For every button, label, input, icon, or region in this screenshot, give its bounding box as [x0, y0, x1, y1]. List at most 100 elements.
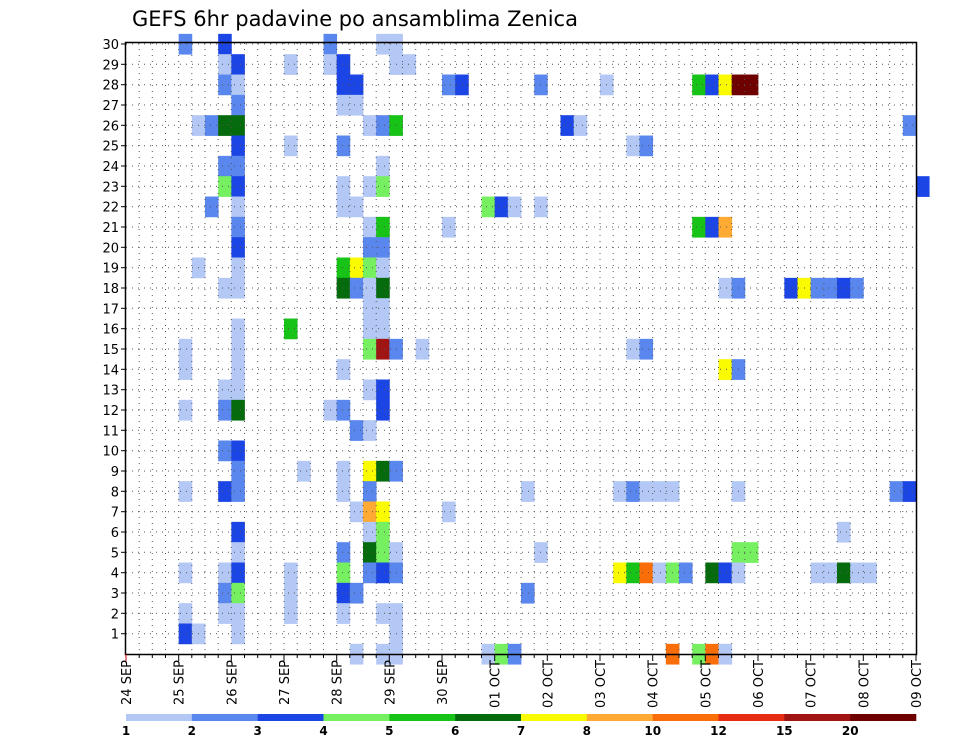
- heatmap-cell: [218, 582, 232, 604]
- heatmap-cell: [376, 460, 390, 482]
- heatmap-cell: [231, 623, 245, 645]
- heatmap-cell: [231, 542, 245, 563]
- y-tick-label: 17: [102, 302, 119, 317]
- legend-swatch: [718, 714, 785, 721]
- heatmap-cell: [376, 277, 390, 299]
- heatmap-cell: [850, 277, 864, 299]
- heatmap-cell: [336, 542, 351, 563]
- heatmap-cell: [363, 257, 377, 279]
- heatmap-cell: [363, 237, 377, 258]
- heatmap-cell: [810, 562, 825, 584]
- x-tick-label: 09 OCT: [910, 660, 925, 708]
- heatmap-cell: [652, 481, 667, 502]
- heatmap-cell: [507, 196, 522, 218]
- heatmap-cell: [376, 542, 390, 563]
- heatmap-cell: [231, 359, 245, 380]
- heatmap-cell: [626, 481, 640, 502]
- heatmap-cell: [850, 562, 864, 584]
- heatmap-cell: [178, 33, 193, 55]
- y-axis: 1234567891011121314151617181920212223242…: [102, 38, 126, 643]
- heatmap-cell: [231, 176, 245, 197]
- x-tick-label: 05 OCT: [699, 660, 714, 708]
- heatmap-cell: [902, 481, 917, 502]
- heatmap-cell: [705, 216, 719, 238]
- x-tick-label: 01 OCT: [489, 660, 504, 708]
- heatmap-cell: [376, 501, 390, 523]
- heatmap-cell: [336, 94, 351, 116]
- heatmap-cell: [916, 176, 930, 197]
- heatmap-cell: [481, 196, 496, 218]
- legend-label: 1: [122, 724, 130, 738]
- legend-label: 8: [583, 724, 591, 738]
- legend-swatch: [521, 714, 588, 721]
- heatmap-cell: [376, 115, 390, 136]
- heatmap-cell: [718, 562, 733, 584]
- heatmap-cell: [218, 33, 232, 55]
- heatmap-cell: [231, 277, 245, 299]
- legend-label: 15: [776, 724, 793, 738]
- x-tick-label: 25 SEP: [173, 660, 188, 705]
- heatmap-cell: [349, 94, 364, 116]
- heatmap-cell: [376, 237, 390, 258]
- x-tick-label: 08 OCT: [857, 660, 872, 708]
- y-tick-label: 7: [111, 506, 119, 521]
- heatmap-cell: [336, 196, 351, 218]
- legend-label: 2: [188, 724, 196, 738]
- heatmap-cell: [284, 603, 298, 624]
- heatmap-cell: [284, 318, 298, 340]
- legend-label: 10: [644, 724, 661, 738]
- legend-swatch: [323, 714, 390, 721]
- heatmap-cell: [336, 481, 351, 502]
- heatmap-cell: [626, 562, 640, 584]
- heatmap-cell: [336, 277, 351, 299]
- y-tick-label: 4: [111, 567, 119, 582]
- heatmap-cell: [231, 115, 245, 136]
- y-tick-label: 15: [102, 343, 119, 358]
- heatmap-cell: [573, 115, 588, 136]
- heatmap-cell: [626, 135, 640, 157]
- heatmap-cell: [415, 338, 430, 360]
- heatmap-cell: [639, 481, 654, 502]
- heatmap-cell: [336, 74, 351, 96]
- legend-swatch: [257, 714, 324, 721]
- heatmap-cell: [718, 74, 733, 96]
- heatmap-cell: [718, 277, 733, 299]
- y-tick-label: 12: [102, 404, 119, 419]
- heatmap-cell: [744, 542, 759, 563]
- heatmap-cell: [376, 562, 390, 584]
- y-tick-label: 16: [102, 323, 119, 338]
- y-tick-label: 11: [102, 424, 119, 439]
- heatmap-cells: [178, 33, 930, 665]
- heatmap-cell: [218, 74, 232, 96]
- heatmap-cell: [363, 216, 377, 238]
- heatmap-cell: [231, 399, 245, 421]
- heatmap-cell: [336, 399, 351, 421]
- legend-label: 3: [254, 724, 262, 738]
- heatmap-cell: [639, 562, 654, 584]
- heatmap-cell: [363, 521, 377, 543]
- heatmap-cell: [376, 603, 390, 624]
- heatmap-cell: [349, 420, 364, 441]
- heatmap-cell: [376, 216, 390, 238]
- heatmap-cell: [231, 237, 245, 258]
- y-tick-label: 27: [102, 99, 119, 114]
- heatmap-cell: [363, 501, 377, 523]
- heatmap-cell: [336, 603, 351, 624]
- heatmap-cell: [218, 277, 232, 299]
- heatmap-cell: [178, 623, 193, 645]
- heatmap-cell: [376, 257, 390, 279]
- heatmap-cell: [178, 399, 193, 421]
- x-axis: 24 SEP 25 SEP 26 SEP 27 SEP 28 SEP 29 SEP 30 S…: [120, 654, 925, 708]
- heatmap-cell: [231, 54, 245, 75]
- heatmap-cell: [178, 359, 193, 380]
- heatmap-cell: [363, 176, 377, 197]
- heatmap-cell: [336, 460, 351, 482]
- heatmap-cell: [376, 318, 390, 340]
- legend-swatch: [850, 714, 917, 721]
- x-tick-label: 24 SEP: [120, 660, 135, 705]
- x-tick-label: 07 OCT: [805, 660, 820, 708]
- heatmap-cell: [494, 196, 509, 218]
- heatmap-cell: [349, 501, 364, 523]
- heatmap-cell: [784, 277, 798, 299]
